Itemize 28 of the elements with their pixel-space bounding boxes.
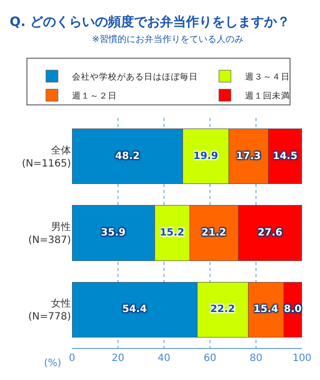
data-label: 27.6 xyxy=(258,228,282,238)
data-label: 35.9 xyxy=(100,228,126,238)
y-tick-label: 女性 (N=778) xyxy=(28,298,72,323)
chart-title: Q. どのくらいの頻度でお弁当作りをしますか？ xyxy=(10,14,290,30)
data-label: 17.3 xyxy=(236,150,261,162)
x-axis-title: (%) xyxy=(44,358,62,369)
data-label: 48.2 xyxy=(115,150,140,162)
legend-label: 週１回未満 xyxy=(244,90,290,102)
y-tick-label: 男性 (N=387) xyxy=(28,221,72,246)
data-label: 19.9 xyxy=(193,150,218,162)
data-label: 8.0 xyxy=(284,304,302,316)
data-label: 21.2 xyxy=(202,228,226,238)
data-label: 15.2 xyxy=(160,228,184,238)
data-label: 54.4 xyxy=(122,304,147,316)
x-tick-label: 100 xyxy=(292,353,312,364)
chart-subtitle: ※習慣的にお弁当作りをている人のみ xyxy=(92,34,244,45)
x-tick-label: 60 xyxy=(204,353,216,364)
legend-label: 週１～２日 xyxy=(72,90,117,102)
x-tick-label: 80 xyxy=(250,353,262,364)
x-tick-label: 20 xyxy=(112,353,124,364)
legend-label: 週３～４日 xyxy=(244,71,290,82)
legend-label: 会社や学校がある日はほぼ毎日 xyxy=(72,71,198,82)
data-label: 14.5 xyxy=(272,150,298,162)
x-tick-label: 40 xyxy=(158,353,170,364)
data-label: 22.2 xyxy=(210,304,236,316)
data-label: 15.4 xyxy=(254,304,278,316)
x-tick-label: 0 xyxy=(68,353,76,364)
y-tick-label: 全体 (N=1165) xyxy=(22,144,72,170)
